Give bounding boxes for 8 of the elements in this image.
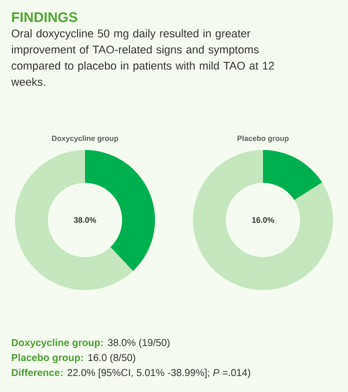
- text: 22.0% [95%CI, 5.01% -38.99%]; P =.014): [68, 368, 250, 378]
- text: Oral doxycycline 50 mg daily resulted in greater improvement of TAO-related signs and symptoms compared to placebo in patients with mild TAO at 12 weeks.: [11, 29, 274, 86]
- text: FINDINGS: [12, 12, 78, 22]
- text: Difference:: [12, 368, 62, 376]
- text: 16.0 (8/50): [88, 354, 136, 364]
- text: 38.0% (19/50): [108, 338, 170, 348]
- text: Placebo group:: [12, 354, 83, 364]
- text: Doxycycline group:: [12, 338, 103, 348]
